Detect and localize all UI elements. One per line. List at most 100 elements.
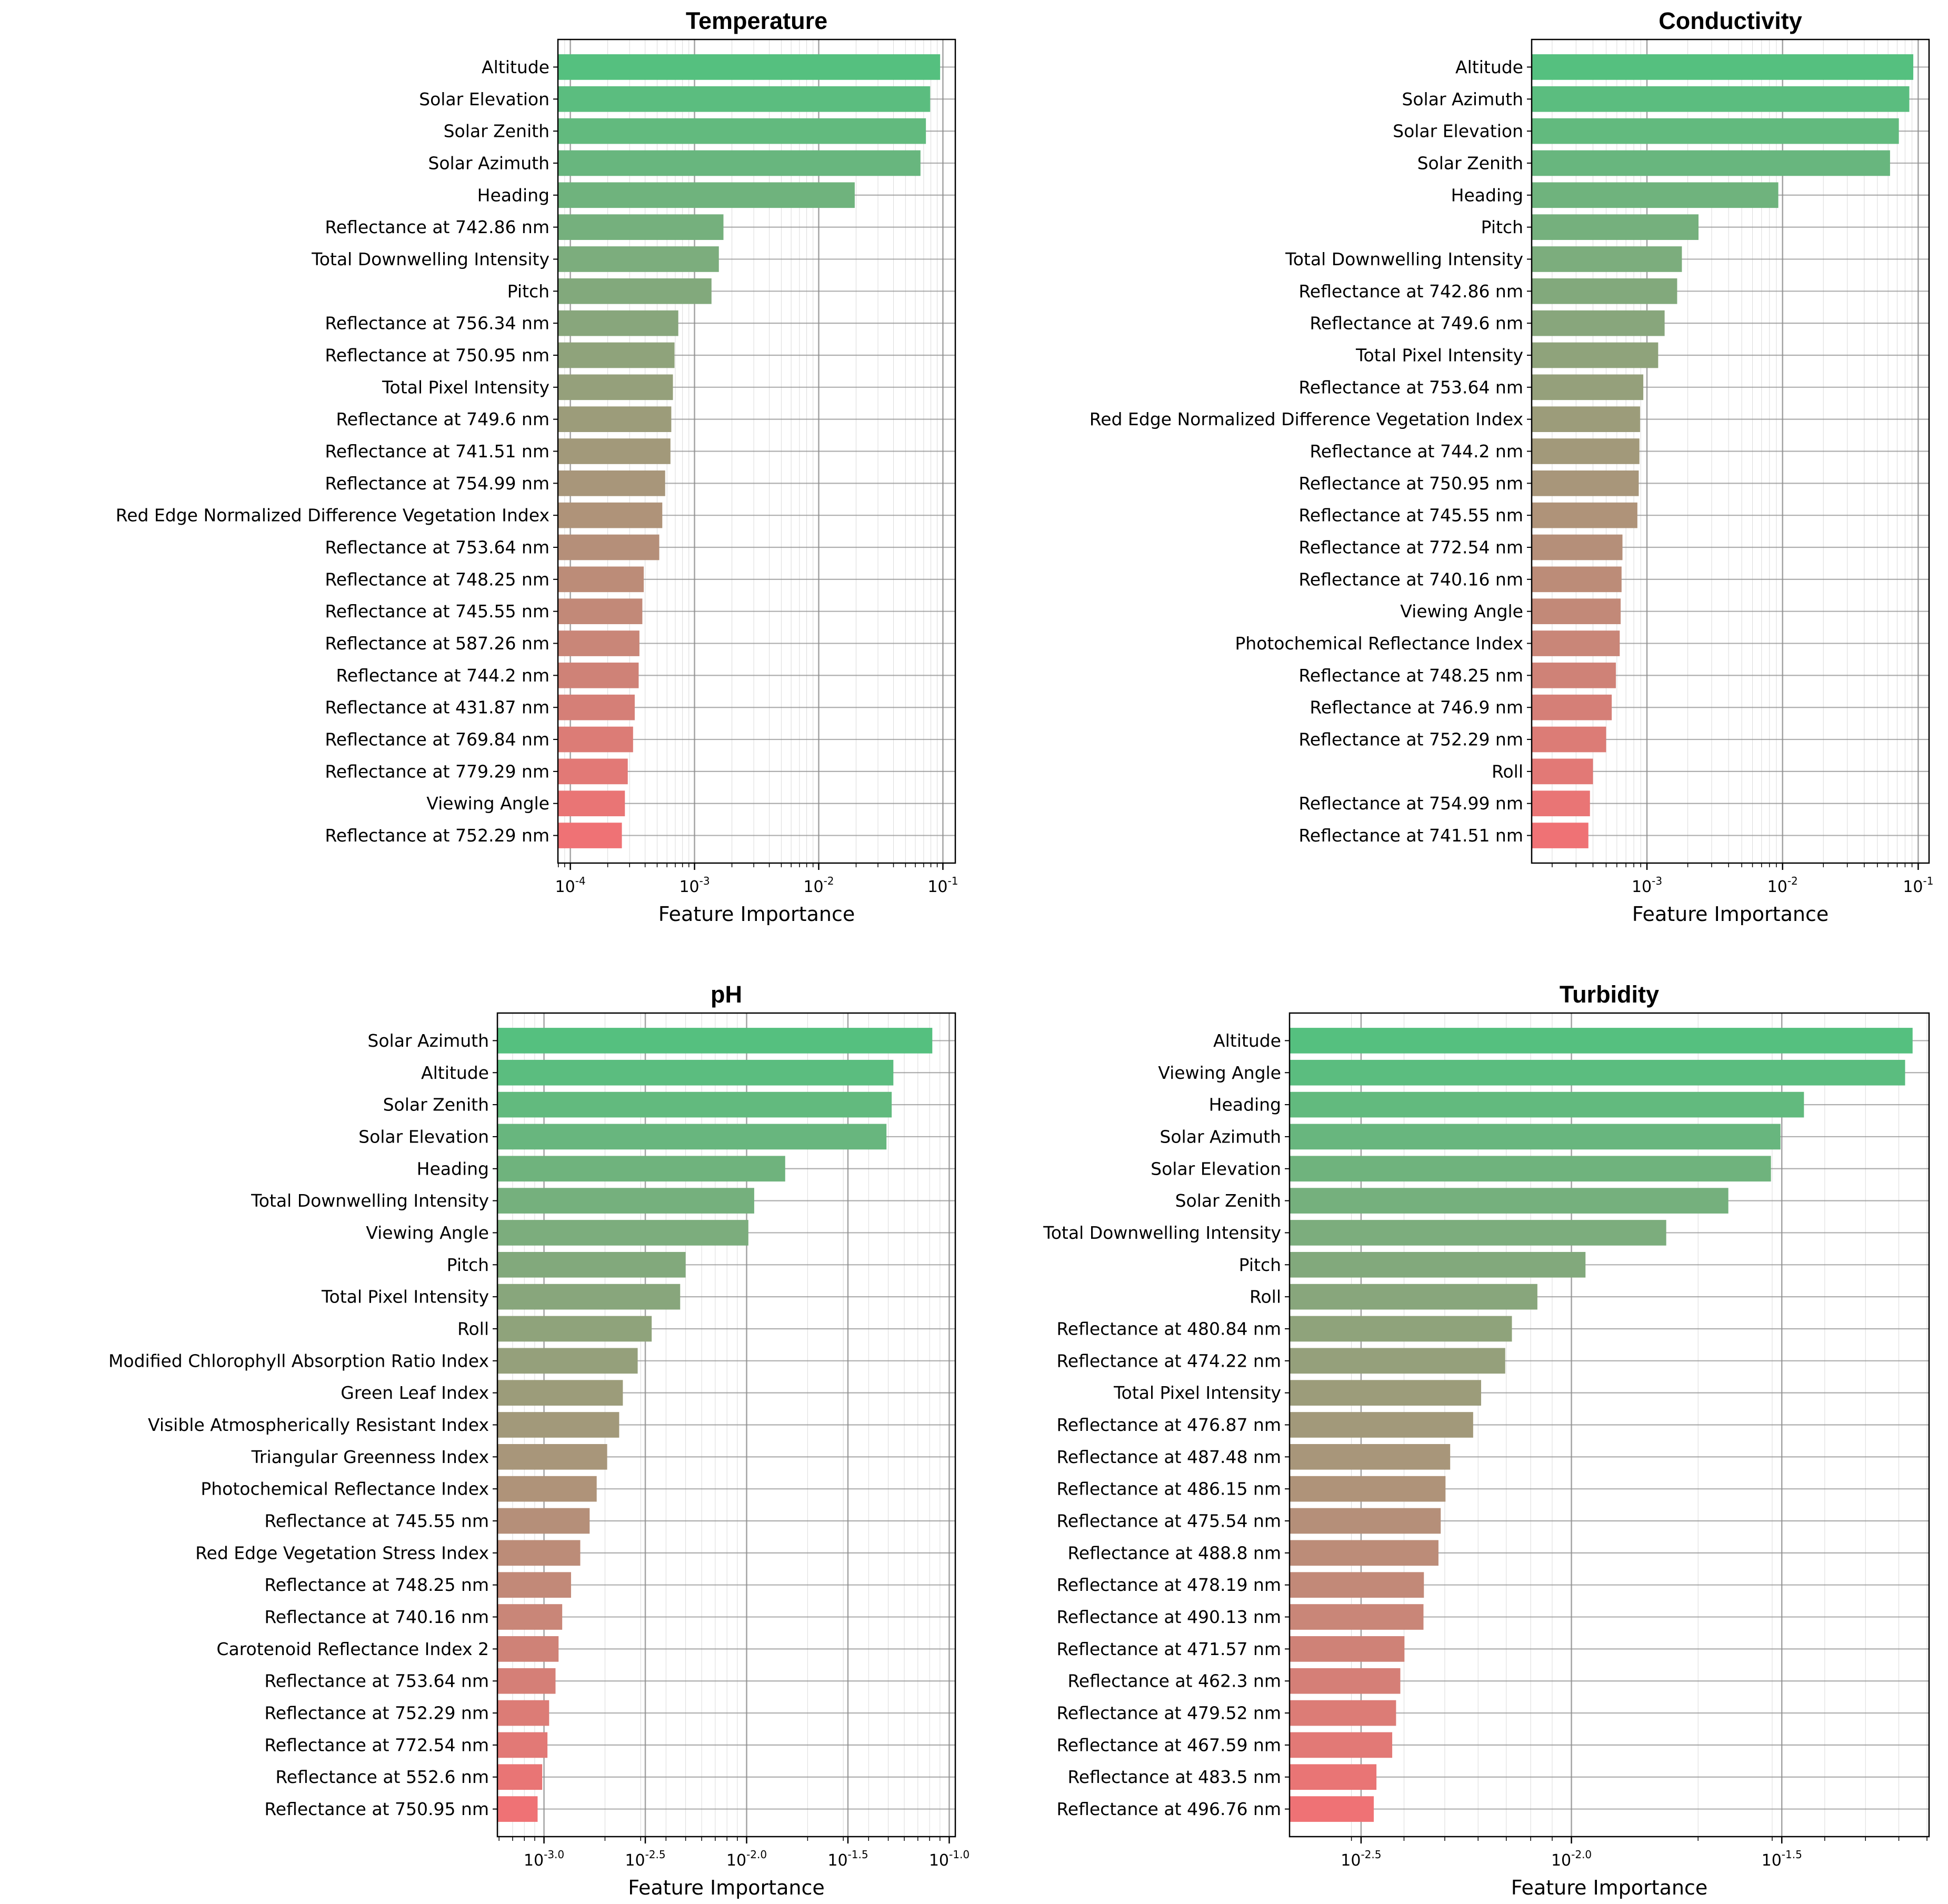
bar-reflectance-at-753-64-nm [558, 534, 660, 560]
category-label: Solar Azimuth [1160, 1126, 1281, 1147]
x-tick-label: 10-1.5 [827, 1848, 868, 1870]
category-label: Reflectance at 467.59 nm [1056, 1735, 1281, 1755]
x-tick-base: 10 [803, 878, 823, 896]
category-label: Reflectance at 779.29 nm [325, 761, 550, 781]
bar-reflectance-at-749-6-nm [558, 406, 672, 432]
category-label: Reflectance at 496.76 nm [1056, 1799, 1281, 1819]
x-tick-base: 10 [929, 1851, 949, 1870]
category-label: Reflectance at 475.54 nm [1056, 1511, 1281, 1531]
bars-temperature [558, 54, 941, 848]
bar-reflectance-at-487-48-nm [1290, 1444, 1451, 1470]
category-label: Reflectance at 746.9 nm [1310, 697, 1523, 718]
category-label: Solar Zenith [1175, 1190, 1281, 1211]
category-label: Reflectance at 487.48 nm [1056, 1447, 1281, 1467]
bar-altitude [1290, 1028, 1913, 1054]
bar-reflectance-at-486-15-nm [1290, 1476, 1446, 1502]
x-axis-label: Feature Importance [628, 1876, 824, 1899]
bar-reflectance-at-753-64-nm [497, 1668, 556, 1694]
bar-total-pixel-intensity [558, 374, 673, 400]
category-label: Reflectance at 741.51 nm [1298, 825, 1523, 846]
bar-heading [558, 182, 855, 208]
bar-reflectance-at-476-87-nm [1290, 1412, 1473, 1438]
bar-solar-zenith [1532, 150, 1890, 176]
bar-reflectance-at-753-64-nm [1532, 374, 1644, 400]
bar-solar-zenith [1290, 1188, 1729, 1214]
category-label: Reflectance at 740.16 nm [1298, 569, 1523, 589]
bar-altitude [1532, 54, 1914, 80]
x-tick-exponent: -1.5 [848, 1848, 868, 1861]
y-axis-labels: Altitude Solar Azimuth Solar Elevation Sola… [1090, 57, 1532, 846]
bar-reflectance-at-741-51-nm [1532, 823, 1589, 848]
bar-total-pixel-intensity [1290, 1380, 1481, 1406]
category-label: Solar Zenith [383, 1095, 489, 1115]
x-axis-label: Feature Importance [1511, 1876, 1707, 1899]
bar-reflectance-at-754-99-nm [558, 470, 665, 496]
category-label: Total Pixel Intensity [1355, 345, 1523, 365]
bar-viewing-angle [558, 790, 625, 817]
category-label: Reflectance at 753.64 nm [264, 1671, 489, 1691]
x-axis-ticks: 10-4 10-3 10-2 10-1 [555, 863, 958, 896]
bar-altitude [558, 54, 941, 80]
bar-reflectance-at-750-95-nm [558, 342, 675, 368]
category-label: Reflectance at 480.84 nm [1056, 1318, 1281, 1339]
bar-reflectance-at-467-59-nm [1290, 1732, 1393, 1758]
x-tick-label: 10-1 [1903, 875, 1933, 896]
category-label: Solar Azimuth [428, 153, 550, 173]
bar-reflectance-at-745-55-nm [1532, 502, 1637, 528]
bar-red-edge-vegetation-stress-index [497, 1540, 581, 1566]
x-axis-label: Feature Importance [1632, 903, 1829, 926]
category-label: Reflectance at 490.13 nm [1056, 1607, 1281, 1627]
x-tick-base: 10 [827, 1851, 847, 1870]
category-label: Reflectance at 431.87 nm [325, 697, 550, 718]
category-label: Reflectance at 752.29 nm [264, 1703, 489, 1723]
x-tick-label: 10-2 [803, 875, 834, 896]
category-label: Reflectance at 478.19 nm [1056, 1575, 1281, 1595]
bar-reflectance-at-475-54-nm [1290, 1508, 1441, 1534]
category-label: Altitude [482, 57, 550, 77]
x-tick-label: 10-2.0 [1551, 1848, 1592, 1870]
category-label: Altitude [1213, 1030, 1281, 1051]
category-label: Viewing Angle [1400, 601, 1523, 622]
bar-viewing-angle [497, 1220, 748, 1246]
bar-total-pixel-intensity [497, 1284, 681, 1310]
bar-pitch [558, 278, 712, 304]
chart-panel-temperature: Altitude Solar Elevation Solar Zenith Solar… [116, 7, 958, 926]
bar-reflectance-at-742-86-nm [558, 214, 724, 240]
category-label: Reflectance at 587.26 nm [325, 633, 550, 654]
category-label: Reflectance at 744.2 nm [1310, 441, 1523, 462]
x-tick-base: 10 [679, 878, 699, 896]
category-label: Pitch [1239, 1255, 1281, 1275]
bar-pitch [1290, 1251, 1586, 1278]
category-label: Visible Atmospherically Resistant Index [148, 1415, 489, 1435]
category-label: Solar Zenith [1417, 153, 1523, 173]
x-axis-ticks: 10-3 10-2 10-1 [1632, 863, 1933, 896]
chart-title: Conductivity [1659, 7, 1802, 34]
bar-reflectance-at-471-57-nm [1290, 1636, 1405, 1662]
x-tick-exponent: -3 [1652, 875, 1662, 887]
bar-reflectance-at-480-84-nm [1290, 1316, 1512, 1342]
category-label: Reflectance at 749.6 nm [1310, 313, 1523, 334]
category-label: Reflectance at 471.57 nm [1056, 1639, 1281, 1659]
x-tick-base: 10 [524, 1851, 544, 1870]
x-axis-ticks: 10-2.5 10-2.0 10-1.5 [1341, 1837, 1802, 1870]
bar-solar-elevation [1532, 118, 1899, 144]
category-label: Reflectance at 742.86 nm [325, 217, 550, 237]
x-tick-label: 10-3 [1632, 875, 1662, 896]
bar-total-downwelling-intensity [558, 246, 719, 272]
bar-heading [1290, 1091, 1804, 1118]
category-label: Total Pixel Intensity [321, 1287, 489, 1307]
category-label: Triangular Greenness Index [251, 1447, 489, 1467]
bar-reflectance-at-488-8-nm [1290, 1540, 1438, 1566]
category-label: Reflectance at 742.86 nm [1298, 281, 1523, 302]
bar-reflectance-at-752-29-nm [558, 823, 622, 848]
bar-reflectance-at-740-16-nm [1532, 566, 1622, 593]
horizontal-gridlines [1532, 66, 1929, 836]
bar-carotenoid-reflectance-index-2 [497, 1636, 559, 1662]
category-label: Total Downwelling Intensity [311, 249, 550, 269]
bar-reflectance-at-552-6-nm [497, 1764, 543, 1790]
bar-reflectance-at-462-3-nm [1290, 1668, 1401, 1694]
bar-modified-chlorophyll-absorption-ratio-index [497, 1348, 638, 1374]
category-label: Reflectance at 750.95 nm [264, 1799, 489, 1819]
bar-pitch [497, 1251, 686, 1278]
category-label: Roll [1492, 761, 1523, 781]
